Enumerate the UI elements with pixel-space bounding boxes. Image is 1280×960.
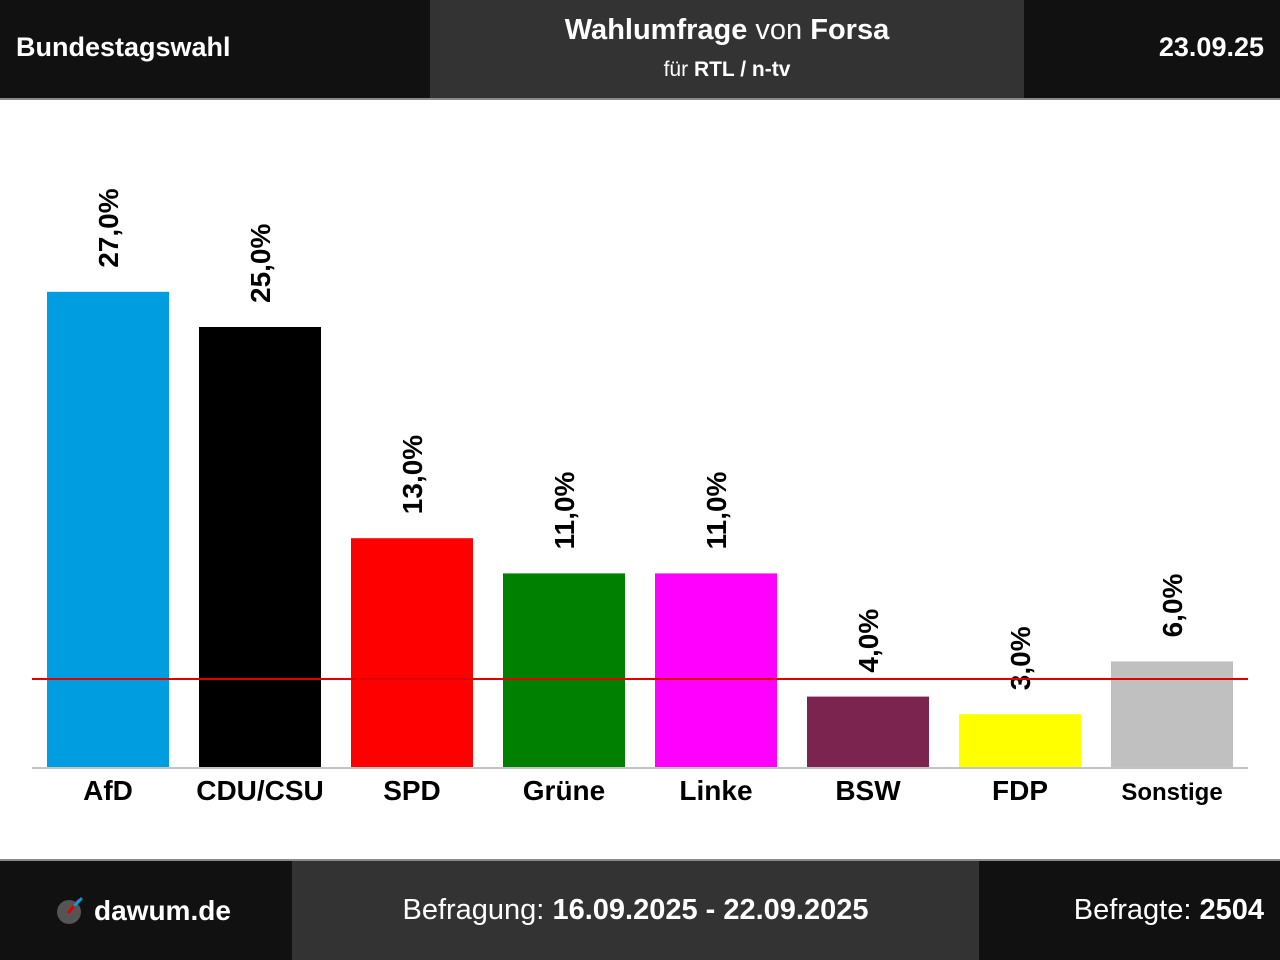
- bar-spd: [351, 538, 473, 767]
- category-label-linke: Linke: [679, 775, 752, 806]
- footer-center: Befragung: 16.09.2025 - 22.09.2025: [292, 861, 979, 960]
- category-label-bsw: BSW: [835, 775, 901, 806]
- poll-title: Wahlumfrage von Forsa: [430, 14, 1024, 47]
- survey-label: Befragung:: [402, 894, 553, 926]
- header-left: Bundestagswahl: [0, 0, 430, 98]
- survey-period: Befragung: 16.09.2025 - 22.09.2025: [292, 894, 979, 927]
- respondents: Befragte: 2504: [1074, 894, 1264, 927]
- value-label-spd: 13,0%: [397, 435, 428, 514]
- category-label-fdp: FDP: [992, 775, 1048, 806]
- poll-title-mid: von: [747, 14, 811, 46]
- value-label-grüne: 11,0%: [549, 471, 580, 549]
- survey-dates: 16.09.2025 - 22.09.2025: [552, 894, 869, 926]
- poll-title-prefix: Wahlumfrage: [564, 14, 748, 46]
- header-divider: [0, 98, 1280, 100]
- publish-date: 23.09.25: [1158, 32, 1264, 62]
- poll-subtitle-prefix: für: [663, 58, 694, 81]
- bar-fdp: [959, 714, 1081, 767]
- category-label-cdu-csu: CDU/CSU: [196, 775, 324, 806]
- bar-cdu-csu: [199, 327, 321, 767]
- category-label-sonstige: Sonstige: [1121, 779, 1222, 806]
- category-label-afd: AfD: [83, 775, 133, 806]
- value-label-linke: 11,0%: [701, 471, 732, 549]
- poll-bar-chart: 27,0% AfD 25,0% CDU/CSU 13,0% SPD 11,0% Grüne 11…: [32, 188, 1248, 806]
- poll-institute: Forsa: [810, 14, 890, 46]
- footer-right: Befragte: 2504: [979, 861, 1280, 960]
- value-label-sonstige: 6,0%: [1157, 573, 1188, 637]
- header-right: 23.09.25: [1024, 0, 1280, 98]
- poll-subtitle: für RTL / n-tv: [430, 58, 1024, 82]
- respondents-count: 2504: [1199, 894, 1264, 926]
- bar-sonstige: [1111, 661, 1233, 767]
- value-label-cdu-csu: 25,0%: [245, 224, 276, 303]
- respondents-label: Befragte:: [1073, 894, 1200, 926]
- bar-linke: [655, 573, 777, 767]
- poll-client: RTL / n-tv: [693, 58, 791, 81]
- value-label-fdp: 3,0%: [1005, 626, 1036, 690]
- bar-grüne: [503, 573, 625, 767]
- brand-name: dawum.de: [94, 895, 231, 926]
- footer-divider: [0, 859, 1280, 861]
- category-label-grüne: Grüne: [523, 775, 605, 806]
- dawum-logo-icon: [57, 897, 83, 924]
- brand-link[interactable]: dawum.de: [56, 895, 231, 927]
- value-label-afd: 27,0%: [93, 188, 124, 267]
- bar-bsw: [807, 696, 929, 767]
- header-center: Wahlumfrage von Forsa für RTL / n-tv: [430, 0, 1024, 98]
- bar-afd: [47, 291, 169, 767]
- election-title: Bundestagswahl: [16, 32, 231, 62]
- footer-left: dawum.de: [0, 861, 292, 960]
- category-label-spd: SPD: [383, 775, 441, 806]
- value-label-bsw: 4,0%: [853, 609, 884, 673]
